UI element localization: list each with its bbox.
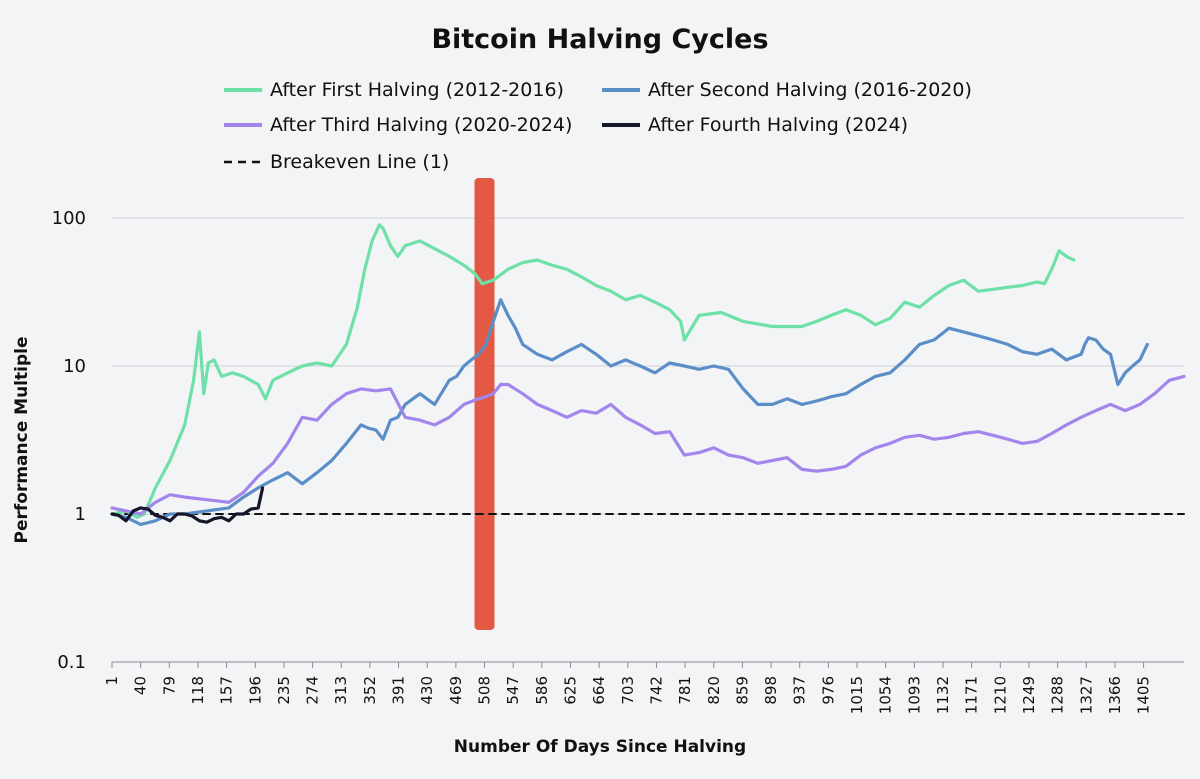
- y-tick-label: 100: [52, 208, 86, 229]
- x-tick-label: 508: [476, 676, 494, 705]
- x-tick-label: 1210: [991, 676, 1009, 714]
- x-tick-label: 1327: [1077, 676, 1095, 714]
- x-tick-label: 1249: [1020, 676, 1038, 714]
- x-tick-label: 391: [390, 676, 408, 705]
- x-tick-label: 196: [246, 676, 264, 705]
- x-tick-label: 703: [619, 676, 637, 705]
- series-line-0: [110, 223, 1076, 519]
- x-axis-title: Number Of Days Since Halving: [454, 737, 746, 757]
- x-tick-label: 820: [705, 676, 723, 705]
- x-tick-label: 1093: [905, 676, 923, 714]
- highlight-layer: [474, 178, 495, 630]
- x-tick-label: 1054: [877, 676, 895, 714]
- x-tick-label: 118: [189, 676, 207, 705]
- x-tick-label: 274: [304, 676, 322, 705]
- series-line-1: [110, 298, 1149, 527]
- x-tick-label: 1132: [934, 676, 952, 714]
- chart-title: Bitcoin Halving Cycles: [431, 24, 768, 55]
- x-tick-label: 586: [533, 676, 551, 705]
- x-tick-label: 859: [733, 676, 751, 705]
- y-tick-label: 0.1: [57, 652, 86, 673]
- x-tick-label: 1405: [1135, 676, 1153, 714]
- x-tick-label: 976: [819, 676, 837, 705]
- x-tick-label: 898: [762, 676, 780, 705]
- x-tick-label: 742: [647, 676, 665, 705]
- x-tick-label: 1: [103, 676, 121, 686]
- x-tick-label: 664: [590, 676, 608, 705]
- x-tick-label: 313: [332, 676, 350, 705]
- highlight-band: [474, 178, 495, 630]
- x-tick-label: 547: [504, 676, 522, 705]
- series-line-3: [110, 486, 265, 524]
- x-tick-label: 40: [132, 676, 150, 695]
- y-tick-label: 10: [63, 356, 86, 377]
- legend-label: After First Halving (2012-2016): [270, 79, 564, 101]
- series-line-2: [110, 374, 1186, 516]
- x-tick-label: 469: [447, 676, 465, 705]
- x-tick-label: 157: [218, 676, 236, 705]
- series-layer: [110, 223, 1186, 527]
- legend-label: After Fourth Halving (2024): [648, 114, 908, 136]
- x-tick-label: 1288: [1049, 676, 1067, 714]
- legend-label: After Third Halving (2020-2024): [270, 114, 572, 136]
- legend-label: Breakeven Line (1): [270, 151, 449, 173]
- legend-label: After Second Halving (2016-2020): [648, 79, 972, 101]
- legend: After First Halving (2012-2016) After Sec…: [224, 79, 972, 173]
- x-tick-label: 1366: [1106, 676, 1124, 714]
- x-tick-label: 937: [791, 676, 809, 705]
- x-tick-label: 781: [676, 676, 694, 705]
- y-axis-title: Performance Multiple: [12, 337, 32, 544]
- axes: 0.1 1 10 100 1 40 79 118 157 196 235 274 313 352 391 43…: [52, 208, 1184, 714]
- x-tick-label: 352: [361, 676, 379, 705]
- x-tick-label: 430: [418, 676, 436, 705]
- x-tick-label: 1015: [848, 676, 866, 714]
- y-tick-label: 1: [75, 504, 86, 525]
- x-tick-label: 79: [160, 676, 178, 695]
- x-tick-label: 235: [275, 676, 293, 705]
- x-tick-label: 625: [561, 676, 579, 705]
- x-tick-label: 1171: [963, 676, 981, 714]
